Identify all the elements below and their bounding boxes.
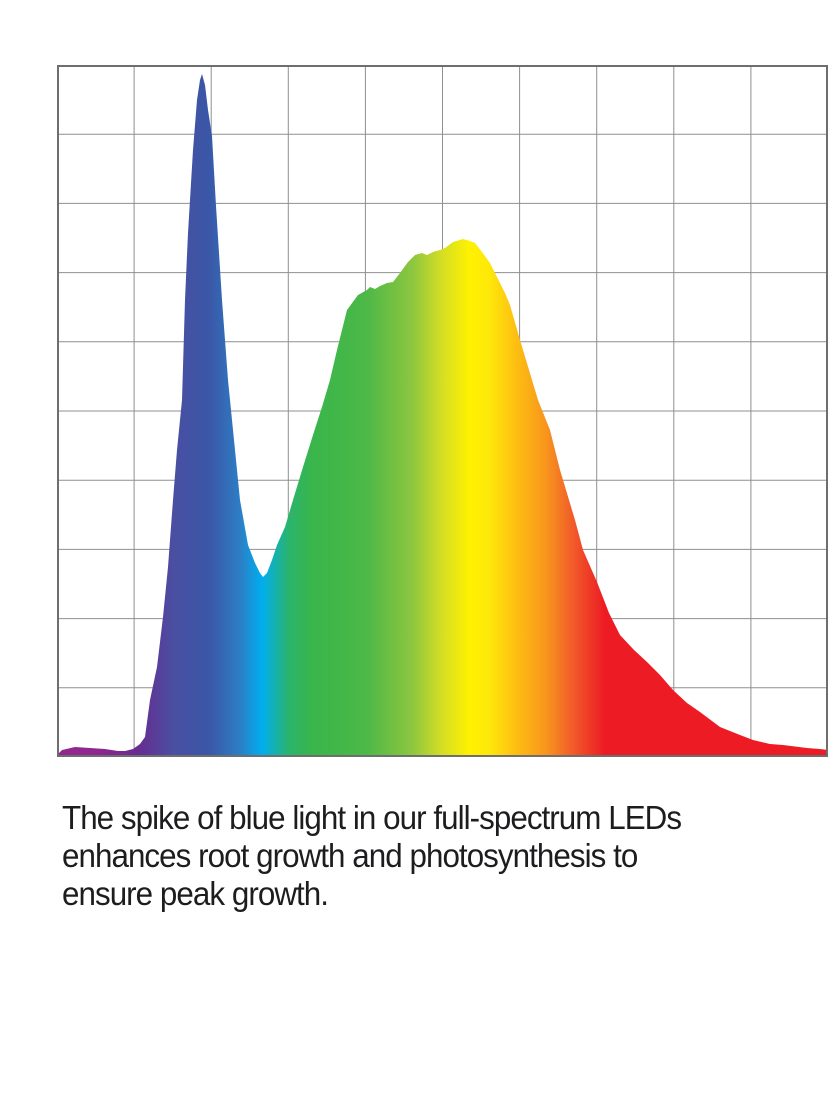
- chart-border: [57, 65, 828, 757]
- spectrum-svg: [57, 65, 828, 757]
- caption-line: ensure peak growth.: [62, 875, 329, 912]
- caption: The spike of blue light in our full-spec…: [62, 799, 784, 913]
- caption-line: The spike of blue light in our full-spec…: [62, 799, 682, 836]
- spectrum-chart: [57, 65, 828, 757]
- caption-line: enhances root growth and photosynthesis …: [62, 837, 638, 874]
- spectrum-area: [58, 74, 828, 757]
